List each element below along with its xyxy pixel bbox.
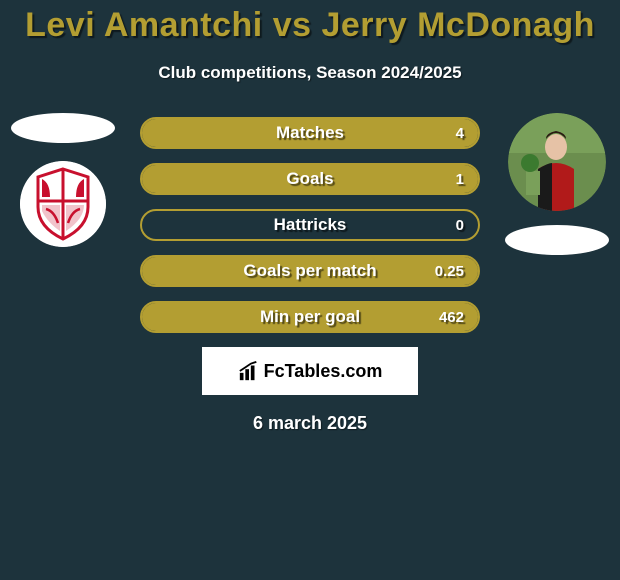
stat-bar: Matches 4 bbox=[140, 117, 480, 149]
subtitle: Club competitions, Season 2024/2025 bbox=[0, 63, 620, 83]
player-photo bbox=[508, 113, 606, 211]
stat-value-right: 0.25 bbox=[435, 263, 464, 280]
stat-bar: Min per goal 462 bbox=[140, 301, 480, 333]
branding-badge: FcTables.com bbox=[202, 347, 418, 395]
stat-label: Matches bbox=[276, 123, 344, 143]
branding-text: FcTables.com bbox=[264, 361, 383, 382]
club-badge-placeholder bbox=[505, 225, 609, 255]
club-badge-left bbox=[20, 161, 106, 247]
stat-value-right: 0 bbox=[456, 217, 464, 234]
stat-label: Goals bbox=[286, 169, 333, 189]
stat-value-right: 1 bbox=[456, 171, 464, 188]
page-title: Levi Amantchi vs Jerry McDonagh bbox=[0, 0, 620, 45]
stat-bar: Hattricks 0 bbox=[140, 209, 480, 241]
stat-bars: Matches 4 Goals 1 Hattricks 0 Goals per match 0… bbox=[140, 113, 480, 333]
stat-value-right: 462 bbox=[439, 309, 464, 326]
bar-chart-icon bbox=[238, 360, 260, 382]
stat-bar: Goals 1 bbox=[140, 163, 480, 195]
shield-icon bbox=[20, 161, 106, 247]
right-player-column bbox=[502, 113, 612, 255]
date-label: 6 march 2025 bbox=[0, 413, 620, 434]
stat-label: Hattricks bbox=[274, 215, 347, 235]
stat-value-right: 4 bbox=[456, 125, 464, 142]
stat-bar: Goals per match 0.25 bbox=[140, 255, 480, 287]
comparison-content: Matches 4 Goals 1 Hattricks 0 Goals per match 0… bbox=[0, 113, 620, 333]
left-player-column bbox=[8, 113, 118, 247]
player-photo-placeholder bbox=[11, 113, 115, 143]
stat-label: Min per goal bbox=[260, 307, 360, 327]
stat-label: Goals per match bbox=[243, 261, 376, 281]
